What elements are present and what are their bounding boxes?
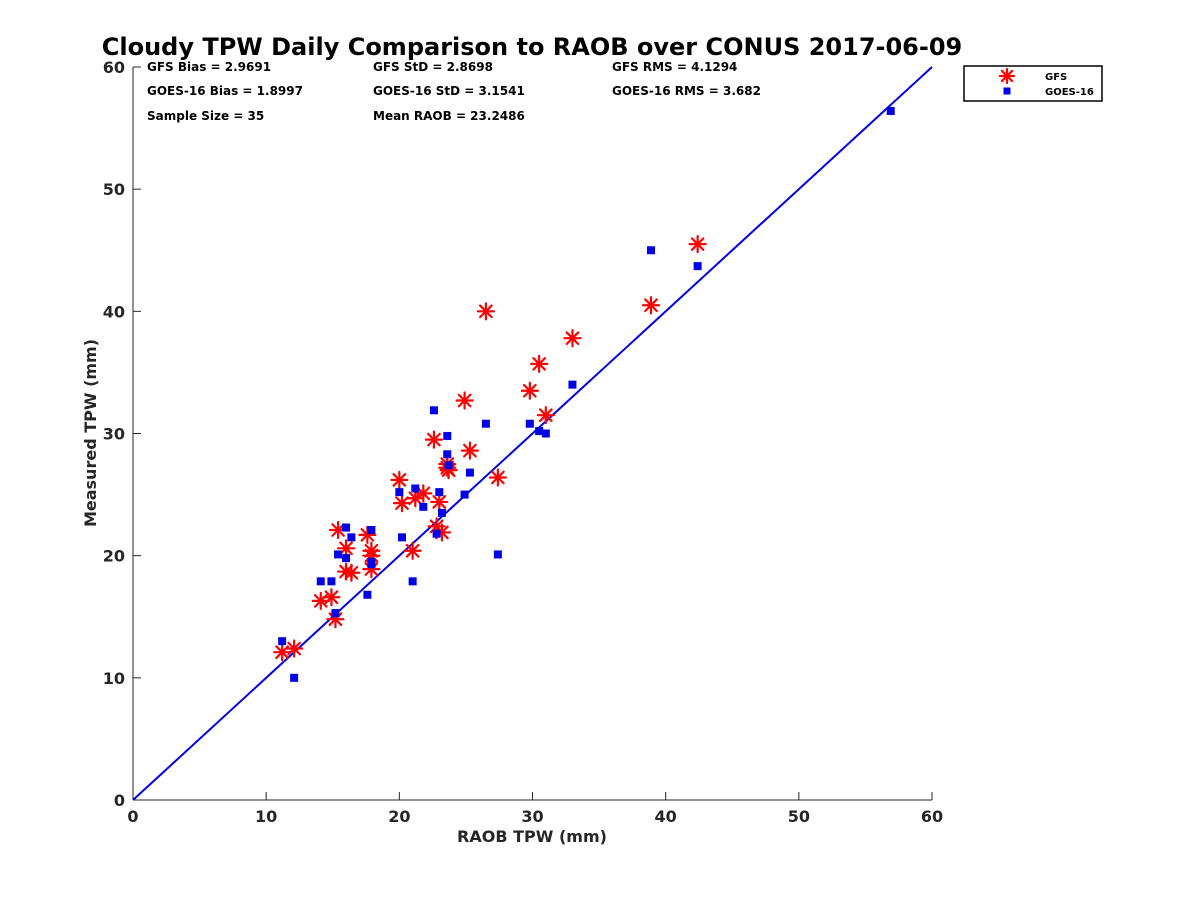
data-point-gfs: [392, 494, 412, 513]
data-point-goes-16: [397, 533, 406, 542]
data-point-gfs: [688, 235, 707, 254]
stat-text: GOES-16 RMS = 3.682: [612, 84, 761, 98]
data-point-goes-16: [568, 380, 577, 389]
data-point-goes-16: [432, 529, 441, 538]
chart-title: Cloudy TPW Daily Comparison to RAOB over…: [102, 33, 962, 61]
data-point-goes-16: [435, 488, 444, 497]
y-tick-label: 40: [103, 302, 125, 321]
data-point-goes-16: [342, 523, 351, 532]
data-point-goes-16: [886, 106, 895, 115]
data-point-goes-16: [525, 419, 534, 428]
data-point-gfs: [430, 492, 449, 512]
data-point-gfs: [460, 441, 480, 460]
data-point-gfs: [414, 484, 433, 503]
data-point-goes-16: [444, 461, 453, 470]
data-point-gfs: [285, 639, 304, 658]
data-point-goes-16: [278, 637, 287, 646]
data-point-gfs: [455, 391, 474, 410]
data-point-gfs: [403, 541, 422, 560]
data-point-goes-16: [334, 550, 343, 559]
data-point-goes-16: [419, 502, 428, 511]
series-layer: [273, 106, 895, 682]
legend-box: [963, 65, 1103, 102]
one-to-one-reference-line: [132, 66, 933, 801]
data-point-gfs: [273, 643, 292, 662]
stat-text: Sample Size = 35: [147, 109, 264, 123]
data-point-goes-16: [316, 577, 325, 586]
data-point-gfs: [530, 354, 549, 373]
data-point-goes-16: [331, 609, 340, 618]
stat-text: GOES-16 Bias = 1.8997: [147, 84, 303, 98]
data-point-goes-16: [437, 508, 446, 517]
data-point-goes-16: [408, 577, 417, 586]
data-point-goes-16: [460, 490, 469, 499]
data-point-goes-16: [347, 533, 356, 542]
x-axis-label: RAOB TPW (mm): [457, 827, 607, 846]
x-tick-label: 20: [388, 807, 410, 826]
data-point-goes-16: [395, 488, 404, 497]
y-tick-label: 10: [103, 669, 125, 688]
data-point-goes-16: [363, 590, 372, 599]
x-tick-label: 60: [921, 807, 943, 826]
x-tick-label: 30: [521, 807, 543, 826]
axes: 0 10 20 30 40 50 60 0 10 20 30 40 50 60: [103, 58, 943, 826]
y-tick-label: 50: [103, 180, 125, 199]
data-point-gfs: [390, 470, 409, 490]
data-point-gfs: [488, 468, 507, 487]
data-point-gfs: [563, 329, 582, 348]
legend: GFS GOES-16: [963, 65, 1103, 102]
data-point-goes-16: [367, 557, 376, 566]
series-goes-16: [278, 106, 895, 682]
stat-text: GFS RMS = 4.1294: [612, 60, 737, 74]
legend-marker: [998, 67, 1016, 85]
stat-text: GOES-16 StD = 3.1541: [373, 84, 525, 98]
y-tick-label: 60: [103, 58, 125, 77]
data-point-gfs: [520, 381, 539, 400]
data-point-goes-16: [443, 431, 452, 440]
data-point-gfs: [342, 563, 361, 582]
data-point-goes-16: [535, 427, 544, 436]
data-point-gfs: [476, 302, 495, 321]
y-axis-label: Measured TPW (mm): [81, 339, 100, 527]
x-tick-label: 0: [127, 807, 138, 826]
statistics-block: GFS Bias = 2.9691 GFS StD = 2.8698 GFS RMS…: [147, 60, 761, 123]
data-point-goes-16: [367, 526, 376, 535]
data-point-goes-16: [465, 468, 474, 477]
data-point-goes-16: [647, 246, 656, 255]
data-point-goes-16: [443, 450, 452, 459]
data-point-goes-16: [693, 262, 702, 271]
y-tick-label: 20: [103, 547, 125, 566]
x-tick-label: 10: [255, 807, 277, 826]
data-point-gfs: [424, 430, 444, 449]
legend-label: GOES-16: [1045, 87, 1094, 98]
data-point-goes-16: [327, 577, 336, 586]
data-point-goes-16: [429, 406, 438, 415]
data-point-gfs: [536, 406, 555, 425]
data-point-goes-16: [541, 429, 550, 438]
data-point-goes-16: [342, 554, 351, 563]
data-point-goes-16: [481, 419, 490, 428]
y-tick-label: 0: [114, 791, 125, 810]
stat-text: GFS Bias = 2.9691: [147, 60, 271, 74]
legend-label: GFS: [1045, 72, 1067, 83]
data-point-gfs: [322, 588, 341, 607]
data-point-gfs: [641, 296, 661, 315]
stat-text: GFS StD = 2.8698: [373, 60, 493, 74]
data-point-goes-16: [411, 484, 420, 493]
x-tick-label: 50: [788, 807, 810, 826]
data-point-gfs: [311, 591, 330, 610]
data-point-goes-16: [493, 550, 502, 559]
legend-marker: [1003, 87, 1011, 95]
y-tick-label: 30: [103, 425, 125, 444]
data-point-gfs: [336, 539, 356, 558]
stat-text: Mean RAOB = 23.2486: [373, 109, 525, 123]
series-gfs: [273, 235, 707, 662]
data-point-goes-16: [290, 673, 299, 682]
x-tick-label: 40: [655, 807, 677, 826]
